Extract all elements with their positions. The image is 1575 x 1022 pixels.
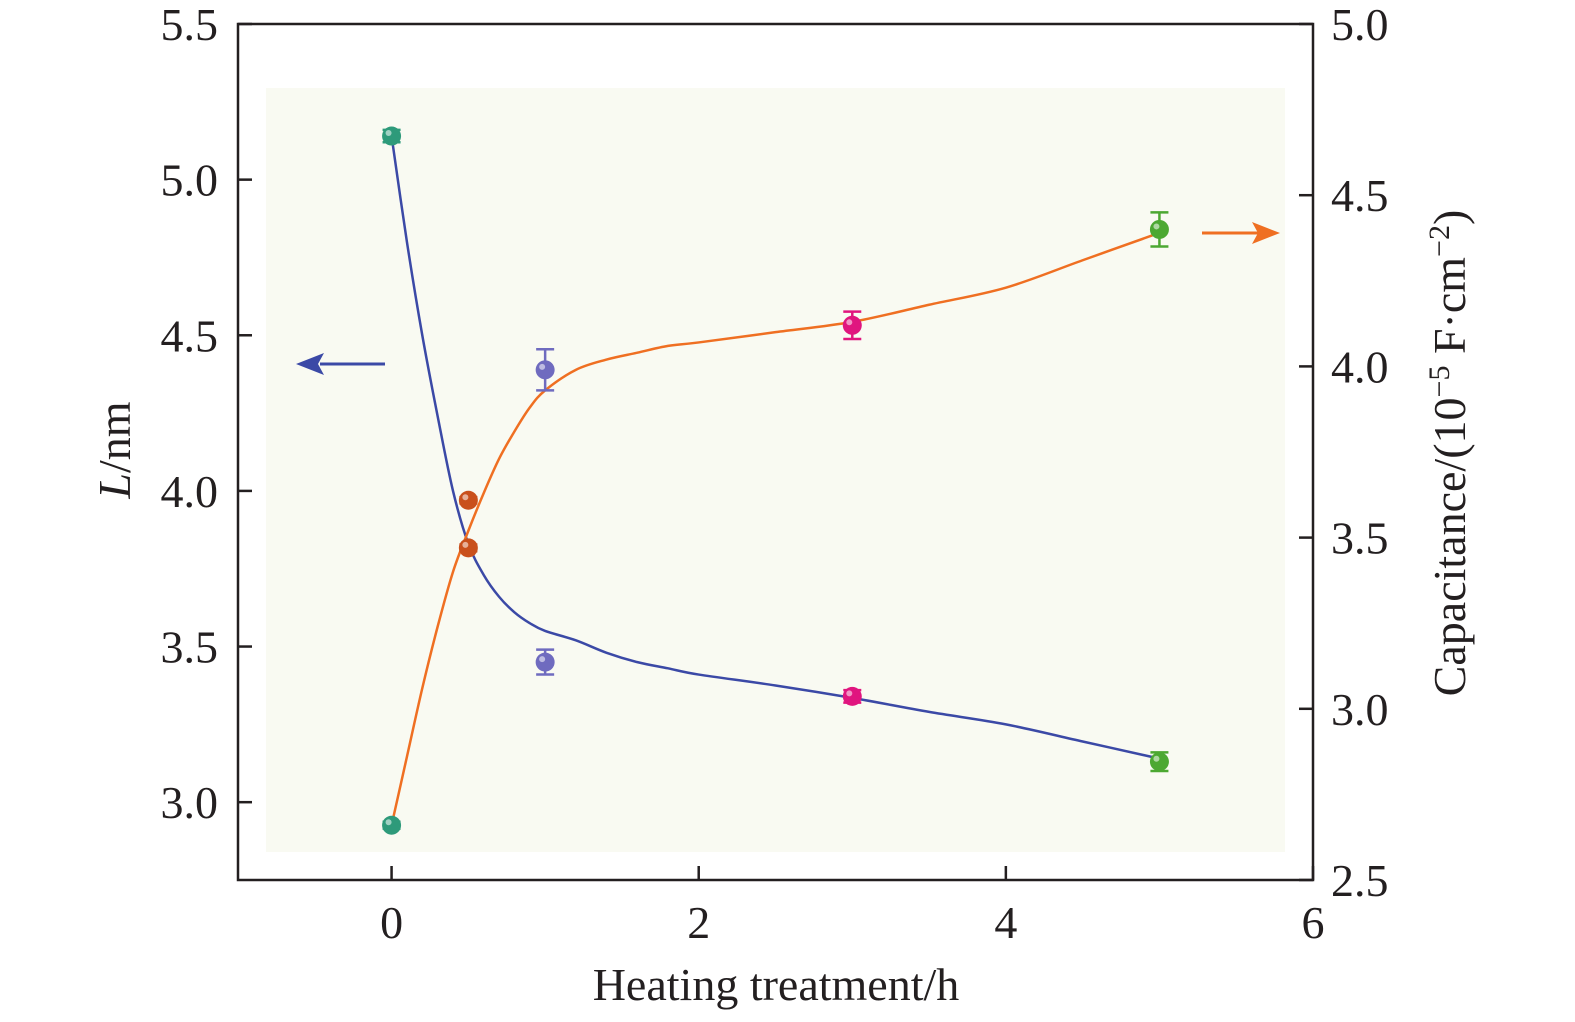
point-dot — [842, 686, 862, 706]
point-highlight — [539, 656, 546, 663]
data-point-marker — [458, 538, 478, 558]
data-point-marker — [1149, 751, 1169, 773]
point-dot — [382, 126, 402, 146]
arrow-head — [1252, 222, 1280, 244]
point-dot — [458, 490, 478, 510]
data-point-marker — [842, 686, 862, 706]
x-tick-label: 0 — [380, 897, 403, 948]
point-dot — [842, 315, 862, 335]
x-axis-title: Heating treatment/h — [593, 959, 960, 1010]
point-dot — [382, 815, 402, 835]
point-highlight — [462, 494, 469, 501]
x-tick-label: 6 — [1302, 897, 1325, 948]
left-y-tick-label: 5.0 — [161, 155, 219, 206]
left-y-tick-label: 3.5 — [161, 622, 219, 673]
arrow-head — [296, 353, 324, 375]
point-highlight — [1153, 223, 1160, 230]
point-dot — [1149, 219, 1169, 239]
left-y-axis-title: L/nm — [89, 401, 140, 499]
right-y-tick-label: 4.5 — [1331, 170, 1389, 221]
left-y-tick-label: 5.5 — [161, 0, 219, 50]
data-point-marker — [1149, 211, 1169, 248]
point-dot — [458, 538, 478, 558]
point-highlight — [1153, 755, 1160, 762]
point-dot — [535, 360, 555, 380]
right-y-axis-title: Capacitance/(10−5 F·cm−2) — [1423, 210, 1475, 697]
point-highlight — [462, 541, 469, 548]
left-y-tick-label: 3.0 — [161, 777, 219, 828]
data-point-marker — [535, 648, 555, 676]
right-y-tick-label: 3.5 — [1331, 513, 1389, 564]
point-highlight — [846, 319, 853, 326]
point-dot — [535, 652, 555, 672]
left-y-tick-label: 4.0 — [161, 466, 219, 517]
plot-background — [266, 88, 1285, 852]
x-axis-ticks: 0 2 4 6 — [380, 866, 1325, 948]
left-y-axis-ticks: 3.0 3.5 4.0 4.5 5.0 5.5 — [161, 0, 252, 828]
data-point-marker — [382, 815, 402, 835]
point-highlight — [539, 363, 546, 370]
right-y-tick-label: 2.5 — [1331, 855, 1389, 906]
left-y-tick-label: 4.5 — [161, 310, 219, 361]
point-highlight — [385, 130, 392, 137]
x-tick-label: 4 — [994, 897, 1017, 948]
point-dot — [1149, 752, 1169, 772]
right-y-axis-ticks: 2.5 3.0 3.5 4.0 4.5 5.0 — [1299, 0, 1389, 906]
x-tick-label: 2 — [687, 897, 710, 948]
data-point-marker — [458, 490, 478, 510]
point-highlight — [846, 690, 853, 697]
right-y-tick-label: 5.0 — [1331, 0, 1389, 50]
point-highlight — [385, 819, 392, 826]
series-left-curve — [390, 135, 1160, 760]
left-axis-arrow-icon — [296, 353, 385, 375]
right-y-tick-label: 3.0 — [1331, 684, 1389, 735]
right-y-tick-label: 4.0 — [1331, 341, 1389, 392]
right-axis-arrow-icon — [1202, 222, 1280, 244]
plot-frame — [236, 22, 1315, 882]
data-point-marker — [842, 310, 862, 341]
data-point-marker — [535, 348, 555, 392]
data-points — [382, 126, 1169, 835]
series-right-curve — [390, 231, 1160, 826]
data-point-marker — [382, 126, 402, 146]
